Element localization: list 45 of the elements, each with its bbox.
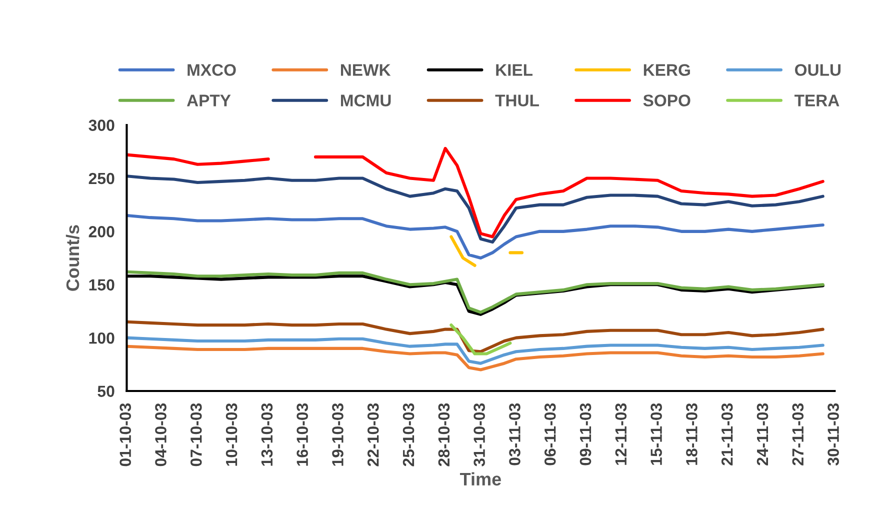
x-tick-label: 31-10-03: [474, 403, 486, 466]
y-axis-title: Count/s: [66, 225, 80, 291]
x-tick-label: 04-10-03: [155, 403, 166, 466]
legend-label: APTY: [186, 94, 231, 106]
legend-label: SOPO: [643, 94, 690, 106]
line-series: [126, 320, 824, 354]
y-tick-label: 250: [88, 172, 114, 184]
x-tick-label: 30-11-03: [828, 403, 839, 466]
x-tick-label: 18-11-03: [686, 403, 698, 465]
x-axis-title: Time: [460, 472, 501, 486]
x-tick-label: 13-10-03: [261, 403, 273, 466]
y-tick-label: 100: [89, 332, 114, 344]
legend-label: MCMU: [340, 94, 391, 106]
legend-label: OULU: [794, 64, 841, 76]
y-tick-label: 200: [88, 226, 114, 238]
x-tick-label: 24-11-03: [756, 403, 768, 466]
legend-label: THUL: [495, 94, 539, 106]
y-tick-label: 300: [88, 120, 114, 131]
x-tick-label: 12-11-03: [615, 403, 627, 465]
x-tick-label: 25-10-03: [402, 403, 414, 466]
x-tick-label: 19-10-03: [332, 403, 344, 466]
x-tick-label: 28-10-03: [438, 403, 450, 466]
line-series: [126, 344, 824, 372]
legend-label: KIEL: [496, 64, 532, 76]
x-tick-label: 06-11-03: [544, 403, 556, 466]
legend-label: TERA: [794, 94, 840, 106]
x-tick-label: 15-11-03: [650, 403, 662, 465]
x-tick-label: 10-10-03: [226, 403, 238, 466]
line-series: [126, 214, 824, 260]
x-tick-label: 22-10-03: [367, 403, 379, 466]
x-tick-label: 16-10-03: [296, 403, 308, 466]
x-tick-label: 01-10-03: [120, 403, 132, 466]
x-tick-label: 27-11-03: [792, 403, 804, 466]
x-tick-label: 21-11-03: [721, 403, 733, 466]
line-series: [126, 336, 824, 365]
legend-label: MXCO: [188, 64, 236, 76]
x-tick-label: 09-11-03: [580, 403, 592, 466]
legend-label: KERG: [644, 64, 690, 76]
legend-label: NEWK: [340, 64, 391, 76]
y-tick-label: 150: [89, 279, 114, 291]
line-series: [450, 324, 512, 356]
x-tick-label: 07-10-03: [190, 403, 202, 466]
y-tick-label: 50: [98, 386, 114, 397]
x-tick-label: 03-11-03: [509, 403, 520, 466]
line-series: [126, 174, 824, 244]
